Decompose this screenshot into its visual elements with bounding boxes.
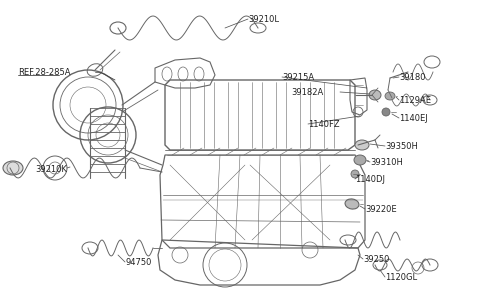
- Text: 39180: 39180: [399, 73, 425, 82]
- Text: 39210K: 39210K: [35, 165, 67, 174]
- Text: 39215A: 39215A: [282, 73, 314, 82]
- Text: 39350H: 39350H: [385, 142, 418, 151]
- Text: 39210L: 39210L: [248, 15, 279, 24]
- Ellipse shape: [385, 92, 395, 100]
- Ellipse shape: [3, 161, 23, 175]
- Text: 39220E: 39220E: [365, 205, 396, 214]
- Ellipse shape: [355, 140, 369, 150]
- Text: 39250: 39250: [363, 255, 389, 264]
- Ellipse shape: [369, 90, 381, 100]
- Text: 1140DJ: 1140DJ: [355, 175, 385, 184]
- Text: 39182A: 39182A: [291, 88, 323, 97]
- Text: REF.28-285A: REF.28-285A: [18, 68, 71, 77]
- Circle shape: [351, 170, 359, 178]
- Text: 1120GL: 1120GL: [385, 273, 417, 282]
- Circle shape: [382, 108, 390, 116]
- Text: 39310H: 39310H: [370, 158, 403, 167]
- Text: 1129AE: 1129AE: [399, 96, 431, 105]
- Text: 1140EJ: 1140EJ: [399, 114, 428, 123]
- Ellipse shape: [354, 155, 366, 165]
- Text: 94750: 94750: [125, 258, 151, 267]
- Text: 1140FZ: 1140FZ: [308, 120, 340, 129]
- Ellipse shape: [345, 199, 359, 209]
